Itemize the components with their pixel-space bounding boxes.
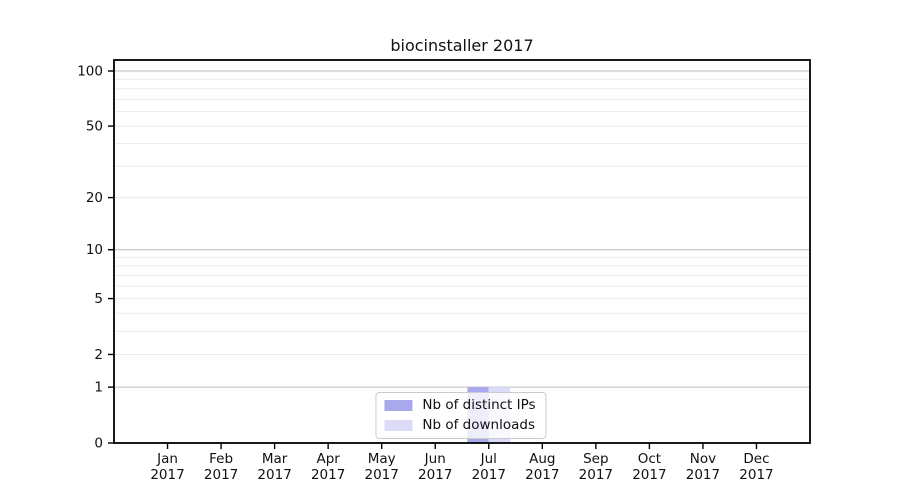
y-tick-label: 0	[94, 436, 103, 452]
y-tick-label: 10	[86, 242, 103, 258]
x-tick-label-month: Jul	[480, 451, 497, 467]
x-tick-label-month: Jun	[424, 451, 446, 467]
legend-entry-downloads: Nb of downloads	[384, 416, 535, 433]
y-tick-label: 2	[94, 347, 103, 363]
x-tick-label-year: 2017	[257, 467, 291, 483]
x-tick-label-year: 2017	[365, 467, 399, 483]
legend-label-distinct-ips: Nb of distinct IPs	[422, 397, 536, 413]
x-tick-label-month: Jan	[156, 451, 178, 467]
x-tick-label-year: 2017	[418, 467, 452, 483]
y-tick-label: 5	[94, 291, 103, 307]
legend: Nb of distinct IPs Nb of downloads	[375, 392, 547, 439]
x-tick-label-month: Feb	[209, 451, 233, 467]
legend-entry-distinct-ips: Nb of distinct IPs	[384, 397, 536, 413]
x-tick-label-year: 2017	[472, 467, 506, 483]
x-tick-label-year: 2017	[311, 467, 345, 483]
y-tick-label: 20	[86, 190, 103, 206]
x-tick-label-year: 2017	[739, 467, 773, 483]
x-tick-label-month: Aug	[529, 451, 555, 467]
y-tick-label: 1	[94, 380, 103, 396]
legend-swatch-distinct-ips	[384, 400, 413, 412]
x-tick-label-year: 2017	[525, 467, 559, 483]
x-tick-label-month: Nov	[690, 451, 716, 467]
x-tick-label-month: May	[368, 451, 396, 467]
x-tick-label-month: Mar	[262, 451, 288, 467]
x-tick-label-month: Sep	[583, 451, 608, 467]
x-tick-label-year: 2017	[686, 467, 720, 483]
x-tick-label-year: 2017	[632, 467, 666, 483]
x-tick-label-year: 2017	[579, 467, 613, 483]
x-tick-label-month: Dec	[743, 451, 769, 467]
x-tick-label-year: 2017	[150, 467, 184, 483]
legend-swatch-downloads	[384, 419, 413, 431]
plot-border	[113, 59, 811, 444]
x-tick-label-month: Oct	[638, 451, 661, 467]
x-tick-label-year: 2017	[204, 467, 238, 483]
chart-title: biocinstaller 2017	[390, 36, 534, 55]
y-tick-label: 100	[77, 64, 103, 80]
legend-label-downloads: Nb of downloads	[422, 416, 535, 433]
y-tick-label: 50	[86, 119, 103, 135]
x-tick-label-month: Apr	[316, 451, 340, 467]
